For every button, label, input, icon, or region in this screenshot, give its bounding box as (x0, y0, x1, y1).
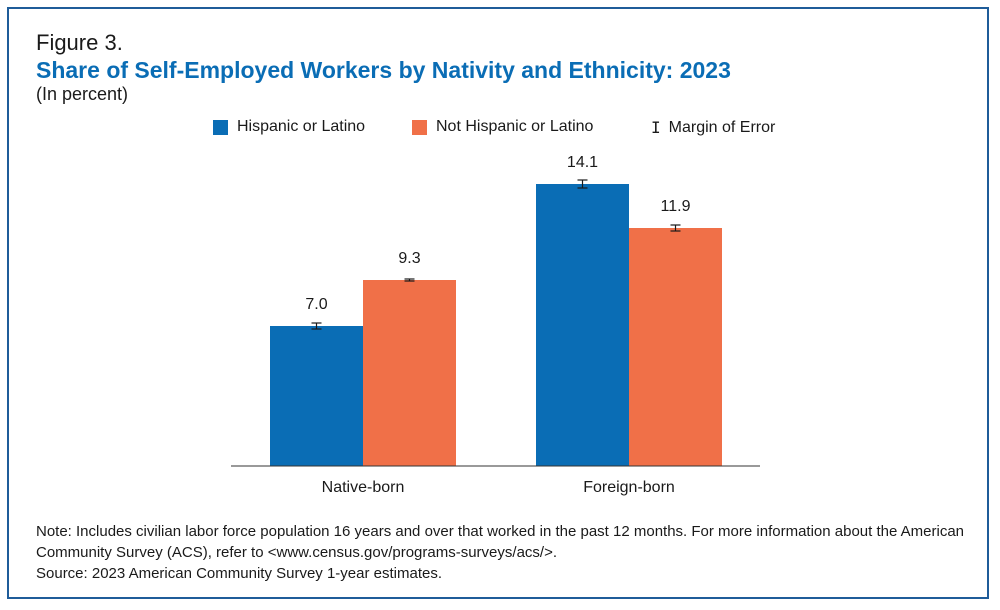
error-bar-foreign-born-hispanic (577, 179, 588, 189)
category-label-foreign-born: Foreign-born (583, 479, 675, 496)
data-label-foreign-born-hispanic: 14.1 (567, 154, 598, 171)
bar-foreign-born-not-hispanic (629, 228, 722, 466)
legend: Hispanic or Latino Not Hispanic or Latin… (0, 118, 1000, 140)
error-bar-native-born-hispanic (311, 322, 322, 330)
bar-native-born-hispanic (270, 326, 363, 466)
figure-label: Figure 3. (36, 30, 123, 55)
error-bar-native-born-not-hispanic (404, 278, 415, 282)
chart-subtitle: (In percent) (36, 84, 129, 104)
legend-label-not-hispanic: Not Hispanic or Latino (436, 118, 594, 135)
bar-foreign-born-hispanic (536, 184, 629, 466)
figure-frame (7, 7, 989, 599)
legend-label-hispanic: Hispanic or Latino (237, 118, 366, 135)
source-text: Source: 2023 American Community Survey 1… (36, 565, 443, 582)
data-label-native-born-hispanic: 7.0 (305, 296, 327, 313)
category-label-native-born: Native-born (322, 479, 405, 496)
data-label-native-born-not-hispanic: 9.3 (398, 250, 420, 267)
data-label-foreign-born-not-hispanic: 11.9 (661, 198, 691, 215)
legend-item-moe: I Margin of Error (651, 118, 775, 137)
legend-item-hispanic: Hispanic or Latino (213, 118, 365, 136)
error-bar-foreign-born-not-hispanic (670, 224, 681, 232)
legend-swatch-not-hispanic (412, 119, 427, 135)
notes: Note: Includes civilian labor force popu… (36, 521, 966, 584)
legend-swatch-hispanic (213, 119, 228, 135)
error-bar-icon: I (651, 118, 661, 137)
legend-item-not-hispanic: Not Hispanic or Latino (412, 118, 593, 136)
legend-label-moe: Margin of Error (668, 118, 776, 136)
note-text: Note: Includes civilian labor force popu… (36, 523, 965, 561)
chart-title: Share of Self-Employed Workers by Nativi… (36, 57, 731, 83)
bar-native-born-not-hispanic (363, 280, 456, 466)
